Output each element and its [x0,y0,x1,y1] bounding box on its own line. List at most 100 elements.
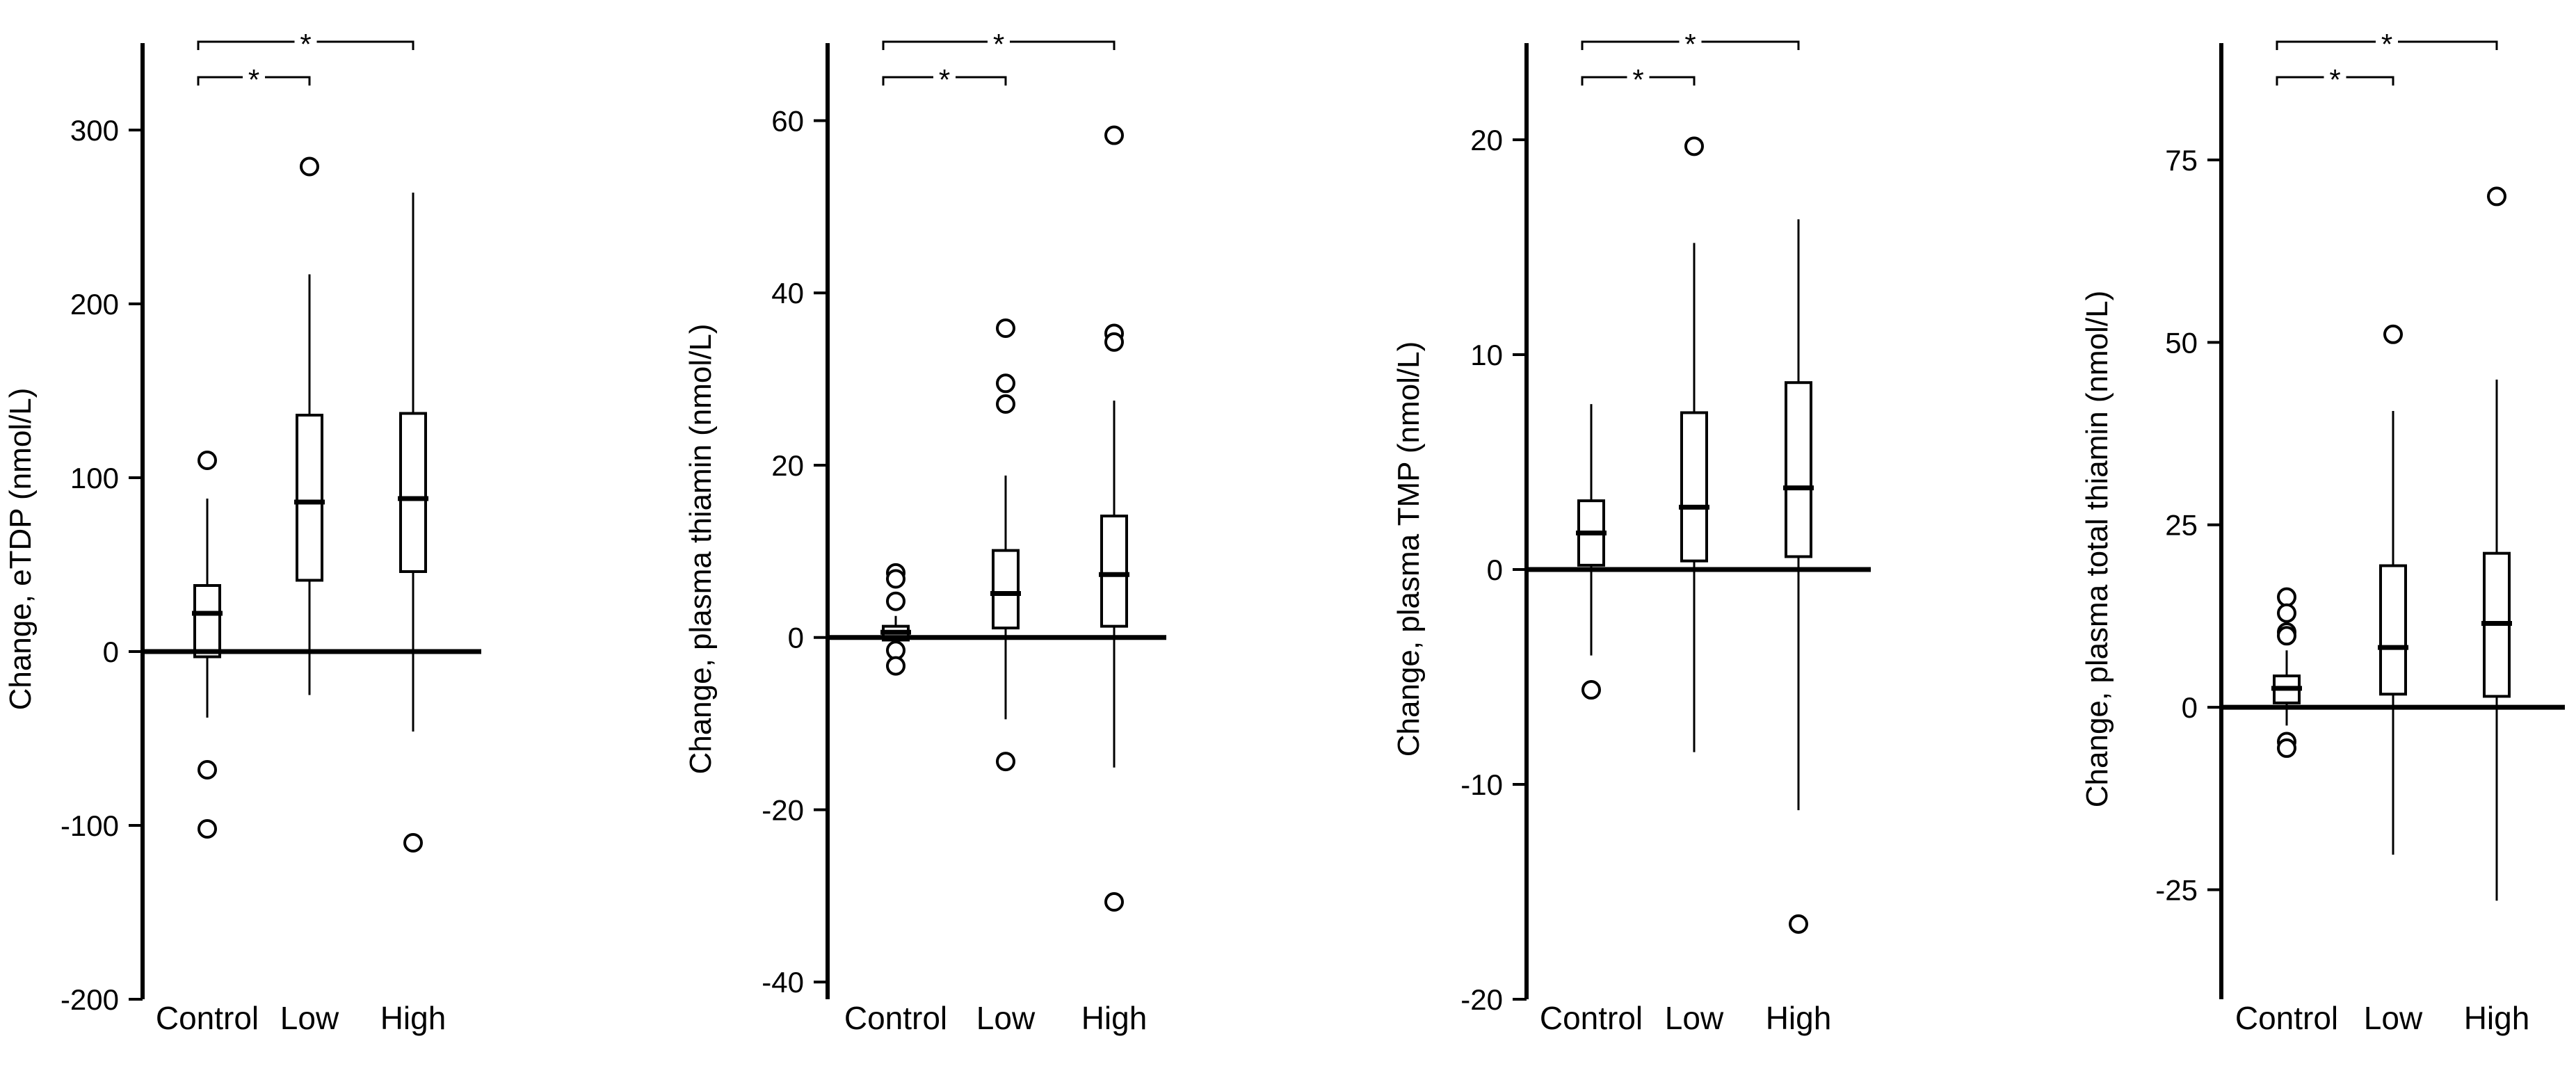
outlier-point [996,752,1015,772]
significance-bracket: * [197,28,414,60]
outlier-point [1104,332,1124,352]
y-tick-label: 300 [70,114,119,147]
x-category-label: High [380,1000,446,1036]
significance-star: * [1684,28,1696,60]
box-low [1679,136,1709,752]
significance-bracket: * [2276,63,2394,96]
significance-bracket: * [882,28,1116,60]
box-high [2481,186,2512,901]
y-tick-label: -25 [2155,874,2198,907]
outlier-point [198,819,217,839]
x-category-label: High [1081,1000,1148,1036]
y-tick-label: 25 [2165,509,2198,542]
panel-plasma-tmp: -20 -10 0 10 20 Change, plasma TMP (nmol/L) Co… [1392,28,1871,1036]
x-category-label: Control [844,1000,947,1036]
box-iqr [1785,381,1812,558]
x-category-label: Control [2235,1000,2338,1036]
y-tick-label: -10 [1460,768,1503,801]
bracket-line [2276,40,2498,50]
significance-bracket: * [1581,63,1696,96]
bracket-line [882,40,1116,50]
bracket-line [2276,76,2394,86]
box-control [2271,587,2302,758]
box-control [192,451,223,839]
box-high [1783,219,1814,934]
x-category-label: Low [2364,1000,2423,1036]
y-tick-label: 200 [70,288,119,321]
y-axis-label: Change, plasma thiamin (nmol/L) [684,323,718,774]
box-iqr [2379,564,2407,696]
y-tick-label: 0 [103,636,119,668]
outlier-point [2277,587,2296,607]
x-category-label: Low [280,1000,339,1036]
outlier-point [403,833,423,853]
outlier-point [996,394,1015,414]
box-low [990,318,1021,772]
box-series [192,156,428,853]
box-control [880,563,911,676]
outlier-point [2277,626,2296,646]
box-iqr [296,414,323,582]
x-category-label: High [1766,1000,1832,1036]
y-tick-label: 20 [771,449,804,482]
box-iqr [1100,515,1128,628]
box-series [2271,186,2512,901]
outlier-point [1789,914,1808,934]
y-axis-label: Change, plasma total thiamin (nmol/L) [2080,291,2114,807]
x-category-label: Low [976,1000,1036,1036]
box-low [294,156,325,695]
y-axis-label: Change, eTDP (nmol/L) [3,388,38,711]
y-tick-label: 75 [2165,144,2198,177]
outlier-point [1104,892,1124,912]
significance-bracket: * [2276,28,2498,60]
bracket-line [197,76,311,86]
y-tick-label: -20 [1460,983,1503,1016]
outlier-point [996,373,1015,394]
outlier-point [2487,186,2506,207]
significance-star: * [993,28,1004,60]
box-series [1576,136,1814,934]
box-iqr [399,412,427,573]
outlier-point [886,656,905,676]
x-category-label: Control [156,1000,259,1036]
y-tick-label: 40 [771,277,804,309]
box-high [1099,125,1129,912]
box-iqr [1680,411,1708,563]
outlier-point [996,318,1015,339]
outlier-point [2277,738,2296,758]
box-series [880,125,1129,912]
significance-star: * [2329,63,2340,96]
x-category-label: High [2464,1000,2530,1036]
y-tick-label: 50 [2165,326,2198,359]
y-tick-label: 0 [788,622,804,654]
panel-etdp: -200 -100 0 100 200 300 Change, eTDP (nmol/L) C… [3,28,481,1036]
y-tick-label: -20 [762,793,804,826]
box-high [398,193,428,853]
y-tick-label: 60 [771,104,804,137]
box-iqr [193,584,221,659]
significance-star: * [2381,28,2392,60]
y-axis-label: Change, plasma TMP (nmol/L) [1392,341,1426,757]
outlier-point [1684,136,1704,156]
box-low [2378,324,2408,855]
y-tick-label: 20 [1470,124,1503,156]
outlier-point [1104,125,1124,145]
significance-bracket: * [882,63,1007,96]
outlier-point [300,156,319,177]
y-tick-label: 100 [70,462,119,494]
bracket-line [197,40,414,50]
y-tick-label: 10 [1470,339,1503,371]
significance-star: * [939,63,950,96]
bracket-line [1581,76,1696,86]
outlier-point [2383,324,2403,344]
outlier-point [1581,680,1601,700]
bracket-line [882,76,1007,86]
y-tick-label: -200 [61,983,119,1016]
box-control [1576,404,1607,700]
outlier-point [886,569,905,589]
significance-bracket: * [197,63,311,96]
outlier-point [2277,603,2296,623]
y-tick-label: 0 [1487,554,1503,586]
x-category-label: Low [1665,1000,1724,1036]
panel-plasma-total-thiamin: -25 0 25 50 75 Change, plasma total thiamin (… [2080,28,2565,1036]
